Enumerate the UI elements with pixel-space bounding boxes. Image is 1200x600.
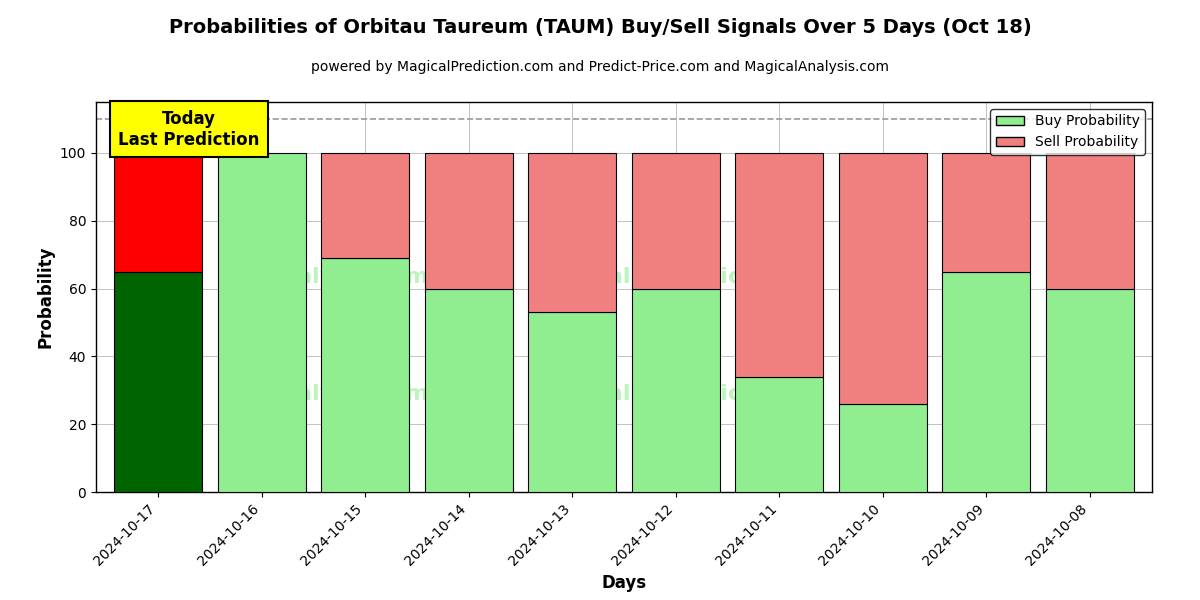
Text: MagicalPrediction.com: MagicalPrediction.com [534,385,820,404]
Text: powered by MagicalPrediction.com and Predict-Price.com and MagicalAnalysis.com: powered by MagicalPrediction.com and Pre… [311,60,889,74]
Bar [528,153,617,312]
X-axis label: Days: Days [601,574,647,592]
Bar [217,153,306,492]
Bar [322,153,409,258]
Bar [942,153,1031,272]
Bar [425,289,512,492]
Text: MagicalPrediction.com: MagicalPrediction.com [534,268,820,287]
Bar [528,312,617,492]
Legend: Buy Probability, Sell Probability: Buy Probability, Sell Probability [990,109,1145,155]
Bar [1046,153,1134,289]
Bar [114,272,202,492]
Text: calAnalysis.com: calAnalysis.com [228,385,428,404]
Bar [631,153,720,289]
Bar [839,153,926,404]
Bar [1046,289,1134,492]
Y-axis label: Probability: Probability [36,246,54,348]
Bar [839,404,926,492]
Bar [736,377,823,492]
Bar [425,153,512,289]
Bar [631,289,720,492]
Bar [942,272,1031,492]
Text: calAnalysis.com: calAnalysis.com [228,268,428,287]
Bar [736,153,823,377]
Text: Today
Last Prediction: Today Last Prediction [119,110,260,149]
Text: Probabilities of Orbitau Taureum (TAUM) Buy/Sell Signals Over 5 Days (Oct 18): Probabilities of Orbitau Taureum (TAUM) … [169,18,1031,37]
Bar [114,153,202,272]
Bar [322,258,409,492]
